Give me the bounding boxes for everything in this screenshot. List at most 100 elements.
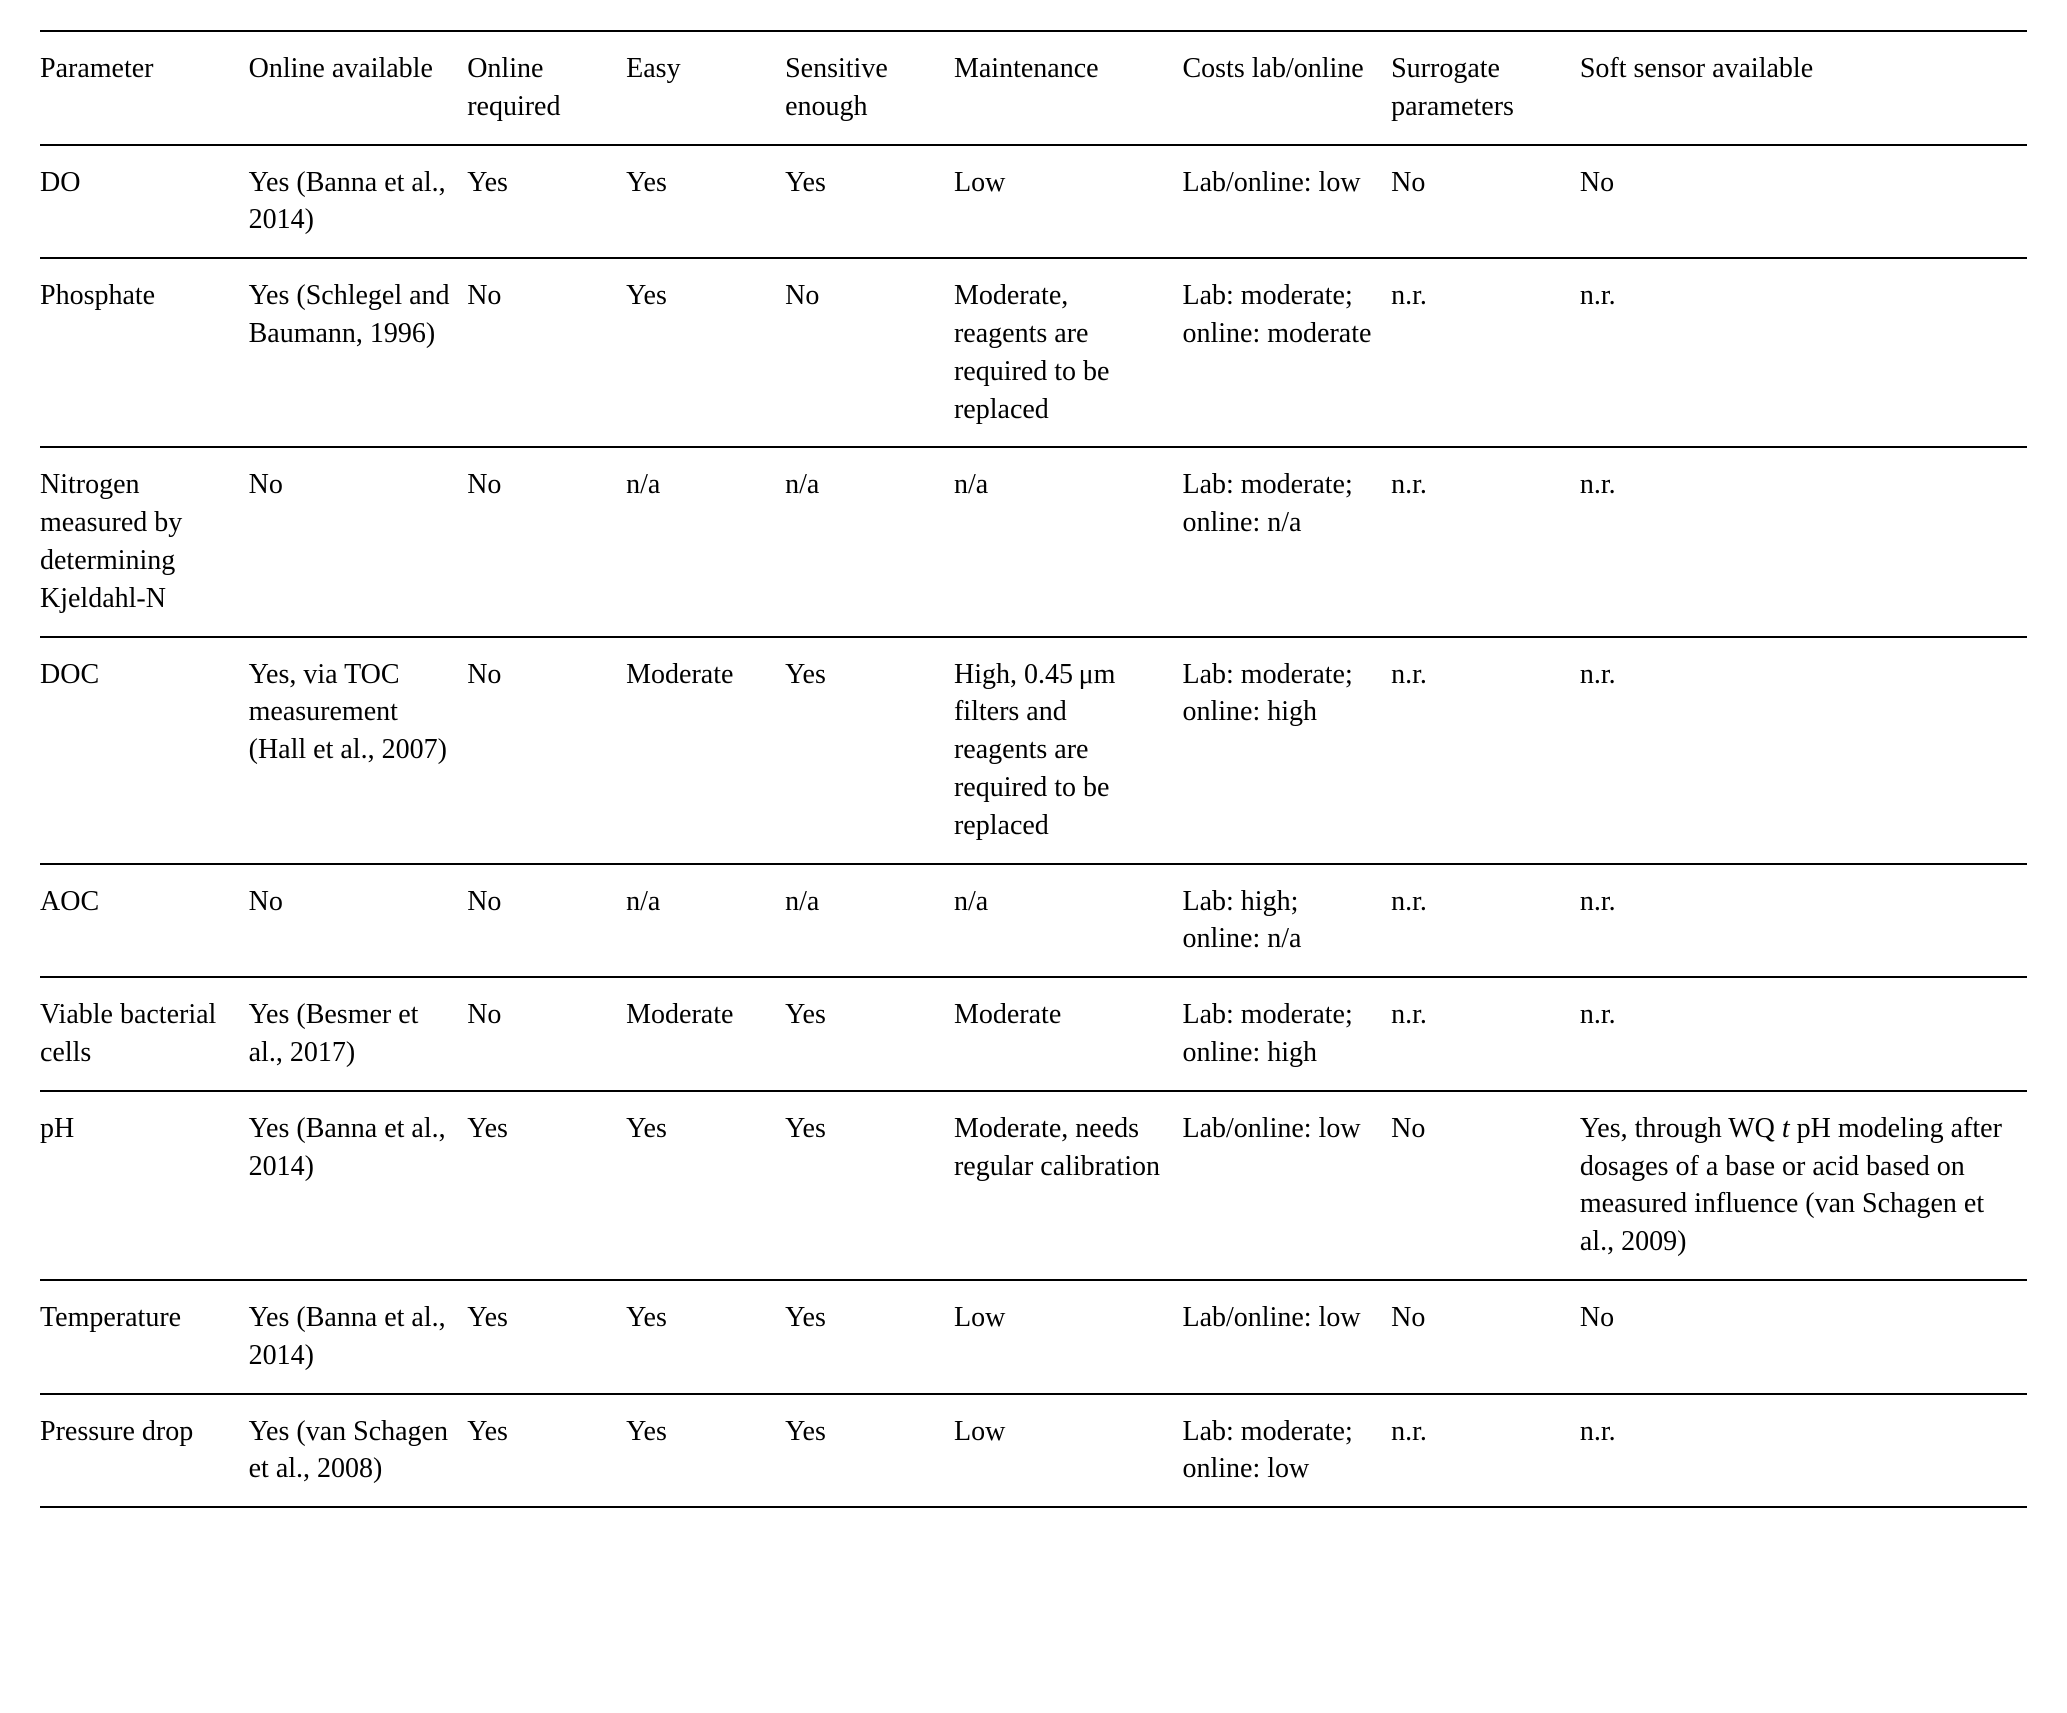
cell-online_available: Yes, via TOC measurement (Hall et al., 2…	[249, 637, 468, 864]
header-row: ParameterOnline availableOnline required…	[40, 31, 2027, 145]
cell-online_available: Yes (Banna et al., 2014)	[249, 1280, 468, 1394]
table-row: Viable bacterial cellsYes (Besmer et al.…	[40, 977, 2027, 1091]
cell-surrogate: n.r.	[1391, 864, 1580, 978]
cell-online_required: Yes	[467, 1280, 626, 1394]
table-row: pHYes (Banna et al., 2014)YesYesYesModer…	[40, 1091, 2027, 1280]
cell-soft_sensor: n.r.	[1580, 258, 2027, 447]
cell-soft_sensor: n.r.	[1580, 1394, 2027, 1508]
column-header: Maintenance	[954, 31, 1183, 145]
cell-online_required: No	[467, 637, 626, 864]
cell-surrogate: n.r.	[1391, 637, 1580, 864]
cell-online_available: Yes (Banna et al., 2014)	[249, 1091, 468, 1280]
cell-parameter: Temperature	[40, 1280, 249, 1394]
cell-easy: Moderate	[626, 637, 785, 864]
cell-costs: Lab: moderate; online: low	[1182, 1394, 1391, 1508]
cell-costs: Lab/online: low	[1182, 1091, 1391, 1280]
cell-maintenance: Moderate, reagents are required to be re…	[954, 258, 1183, 447]
cell-easy: n/a	[626, 864, 785, 978]
column-header: Parameter	[40, 31, 249, 145]
cell-maintenance: Moderate	[954, 977, 1183, 1091]
cell-online_available: Yes (Schlegel and Baumann, 1996)	[249, 258, 468, 447]
cell-soft_sensor: n.r.	[1580, 637, 2027, 864]
cell-soft_sensor: n.r.	[1580, 977, 2027, 1091]
table-row: AOCNoNon/an/an/aLab: high; online: n/an.…	[40, 864, 2027, 978]
cell-parameter: Phosphate	[40, 258, 249, 447]
cell-soft_sensor: n.r.	[1580, 447, 2027, 636]
cell-surrogate: No	[1391, 145, 1580, 259]
cell-easy: Yes	[626, 258, 785, 447]
cell-sensitive: Yes	[785, 1394, 954, 1508]
cell-costs: Lab: moderate; online: moderate	[1182, 258, 1391, 447]
cell-surrogate: n.r.	[1391, 1394, 1580, 1508]
column-header: Online required	[467, 31, 626, 145]
cell-parameter: AOC	[40, 864, 249, 978]
cell-parameter: Pressure drop	[40, 1394, 249, 1508]
cell-sensitive: Yes	[785, 1091, 954, 1280]
cell-soft_sensor: No	[1580, 1280, 2027, 1394]
table-row: Nitrogen measured by determining Kjeldah…	[40, 447, 2027, 636]
cell-online_required: No	[467, 447, 626, 636]
cell-soft_sensor: n.r.	[1580, 864, 2027, 978]
cell-online_available: Yes (van Schagen et al., 2008)	[249, 1394, 468, 1508]
cell-parameter: Viable bacterial cells	[40, 977, 249, 1091]
cell-easy: Moderate	[626, 977, 785, 1091]
cell-sensitive: n/a	[785, 864, 954, 978]
cell-online_required: Yes	[467, 1394, 626, 1508]
cell-soft_sensor: Yes, through WQ t pH modeling after dosa…	[1580, 1091, 2027, 1280]
cell-parameter: pH	[40, 1091, 249, 1280]
cell-surrogate: n.r.	[1391, 258, 1580, 447]
cell-easy: Yes	[626, 145, 785, 259]
cell-costs: Lab: moderate; online: high	[1182, 637, 1391, 864]
cell-maintenance: n/a	[954, 447, 1183, 636]
cell-surrogate: No	[1391, 1091, 1580, 1280]
cell-online_available: Yes (Besmer et al., 2017)	[249, 977, 468, 1091]
cell-sensitive: n/a	[785, 447, 954, 636]
cell-parameter: DO	[40, 145, 249, 259]
cell-parameter: DOC	[40, 637, 249, 864]
cell-online_available: No	[249, 864, 468, 978]
cell-sensitive: Yes	[785, 145, 954, 259]
cell-online_required: No	[467, 864, 626, 978]
table-row: TemperatureYes (Banna et al., 2014)YesYe…	[40, 1280, 2027, 1394]
cell-maintenance: High, 0.45 μm filters and reagents are r…	[954, 637, 1183, 864]
cell-surrogate: n.r.	[1391, 447, 1580, 636]
cell-sensitive: Yes	[785, 637, 954, 864]
table-row: DOCYes, via TOC measurement (Hall et al.…	[40, 637, 2027, 864]
cell-easy: Yes	[626, 1280, 785, 1394]
cell-surrogate: No	[1391, 1280, 1580, 1394]
cell-maintenance: Low	[954, 1280, 1183, 1394]
column-header: Online available	[249, 31, 468, 145]
table-header: ParameterOnline availableOnline required…	[40, 31, 2027, 145]
cell-maintenance: n/a	[954, 864, 1183, 978]
cell-online_required: Yes	[467, 1091, 626, 1280]
cell-sensitive: Yes	[785, 977, 954, 1091]
cell-online_available: No	[249, 447, 468, 636]
table-row: DOYes (Banna et al., 2014)YesYesYesLowLa…	[40, 145, 2027, 259]
page-container: ParameterOnline availableOnline required…	[0, 0, 2067, 1548]
table-row: Pressure dropYes (van Schagen et al., 20…	[40, 1394, 2027, 1508]
cell-costs: Lab: moderate; online: high	[1182, 977, 1391, 1091]
italic-text: t	[1782, 1113, 1790, 1144]
cell-online_available: Yes (Banna et al., 2014)	[249, 145, 468, 259]
table-row: PhosphateYes (Schlegel and Baumann, 1996…	[40, 258, 2027, 447]
cell-costs: Lab: moderate; online: n/a	[1182, 447, 1391, 636]
cell-online_required: Yes	[467, 145, 626, 259]
cell-maintenance: Low	[954, 1394, 1183, 1508]
cell-online_required: No	[467, 977, 626, 1091]
cell-easy: Yes	[626, 1394, 785, 1508]
cell-maintenance: Low	[954, 145, 1183, 259]
cell-soft_sensor: No	[1580, 145, 2027, 259]
cell-online_required: No	[467, 258, 626, 447]
cell-surrogate: n.r.	[1391, 977, 1580, 1091]
cell-costs: Lab/online: low	[1182, 145, 1391, 259]
cell-text: Yes, through WQ	[1580, 1113, 1782, 1144]
cell-sensitive: No	[785, 258, 954, 447]
cell-costs: Lab: high; online: n/a	[1182, 864, 1391, 978]
cell-costs: Lab/online: low	[1182, 1280, 1391, 1394]
column-header: Surrogate parameters	[1391, 31, 1580, 145]
cell-easy: n/a	[626, 447, 785, 636]
cell-easy: Yes	[626, 1091, 785, 1280]
cell-sensitive: Yes	[785, 1280, 954, 1394]
column-header: Easy	[626, 31, 785, 145]
column-header: Soft sensor available	[1580, 31, 2027, 145]
